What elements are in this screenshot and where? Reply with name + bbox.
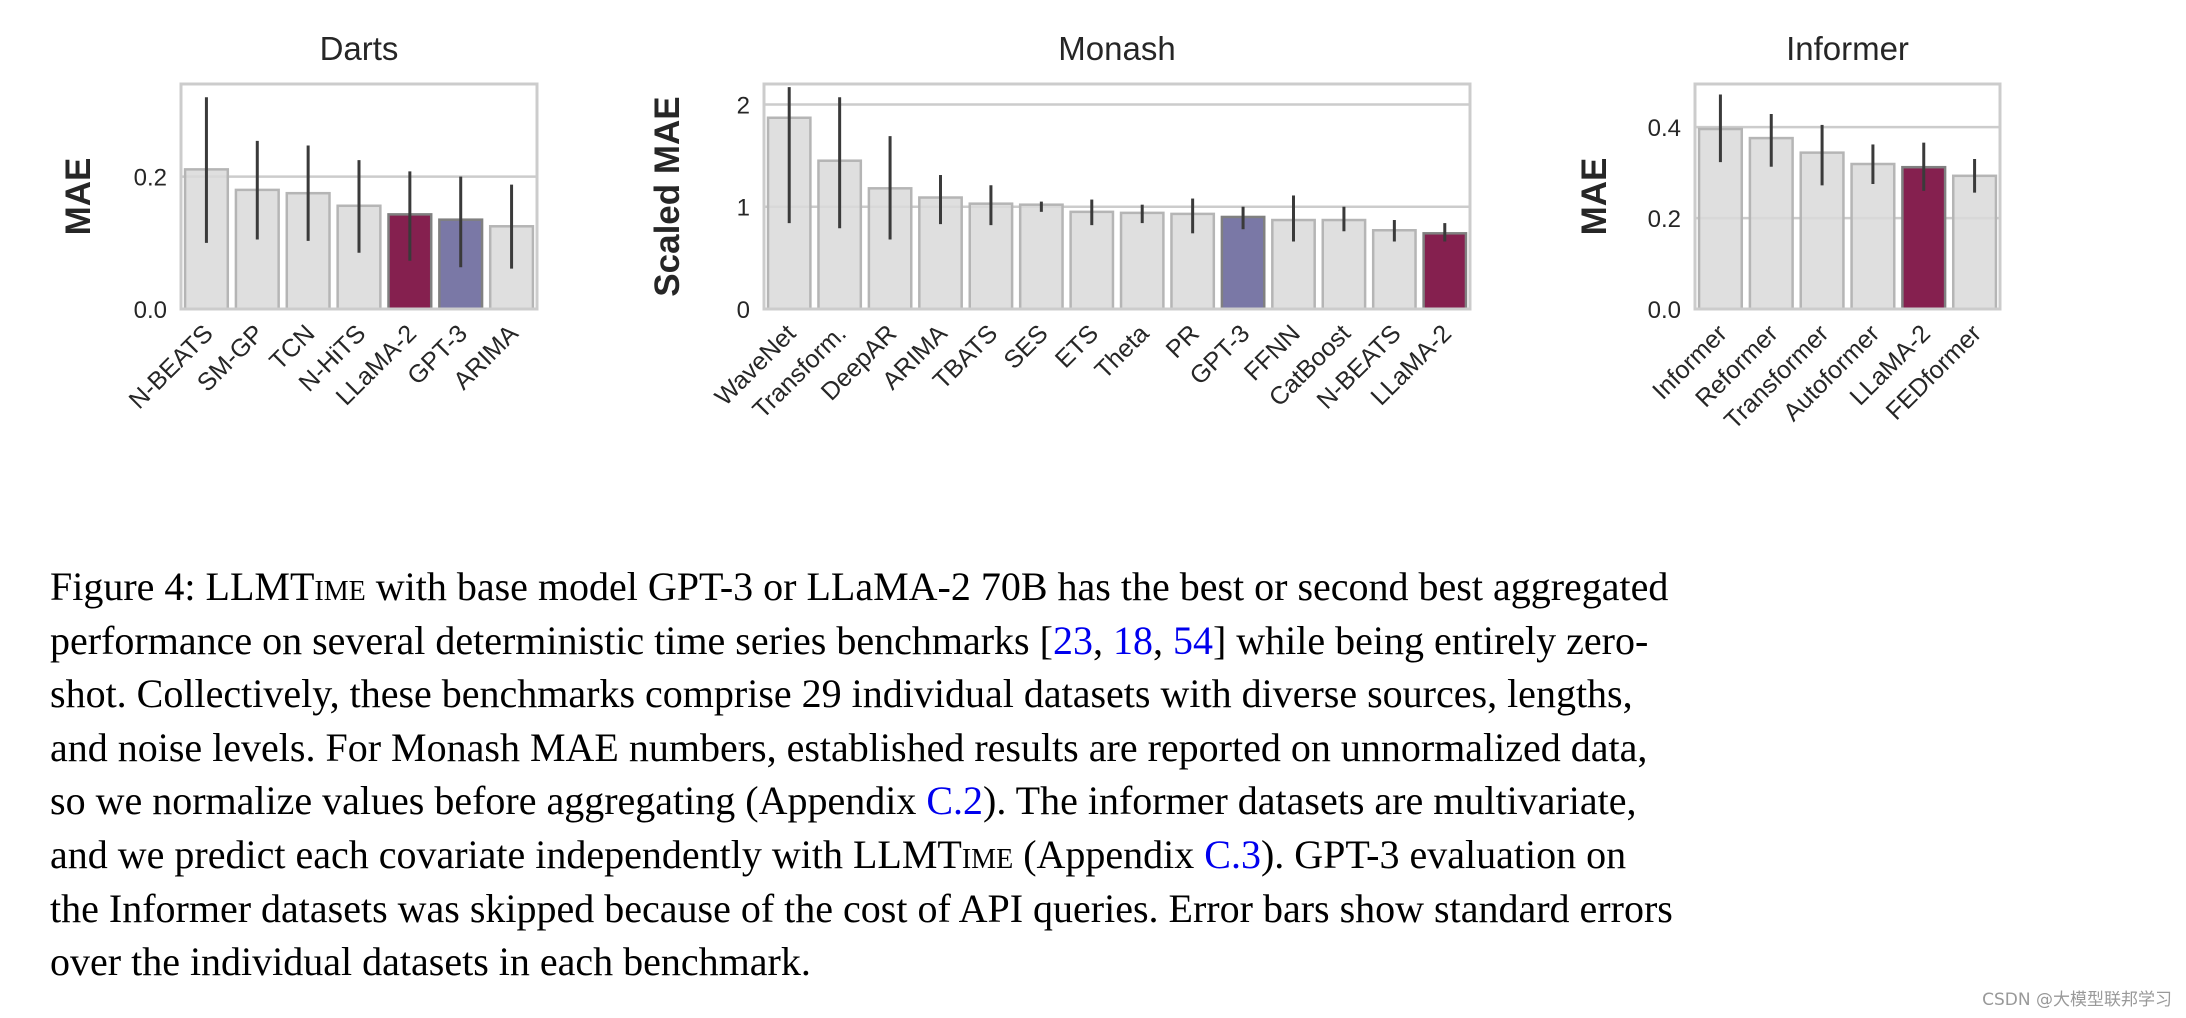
chart-title: Darts [320, 30, 399, 67]
y-tick-label: 2 [737, 92, 750, 119]
y-axis-label: MAE [1575, 158, 1614, 236]
axes-frame [1693, 82, 2002, 311]
bar-n-beats [1371, 229, 1417, 311]
bar-catboost [1321, 218, 1367, 311]
axes-frame [179, 82, 539, 311]
bar-autoformer [1850, 162, 1896, 311]
caption-text: the Informer datasets was skipped becaus… [50, 885, 1673, 931]
caption-line: so we normalize values before aggregatin… [50, 774, 2150, 828]
caption-text: ). GPT-3 evaluation on [1260, 831, 1627, 877]
caption-line: shot. Collectively, these benchmarks com… [50, 667, 2150, 721]
bar-ses [1018, 203, 1064, 311]
y-tick-label: 0.2 [1648, 206, 1681, 233]
caption-text: performance on several deterministic tim… [50, 617, 1053, 663]
bar-gpt-3 [1220, 215, 1266, 311]
bar-ets [1069, 210, 1115, 311]
y-tick-label: 0.0 [1648, 297, 1681, 324]
bar-llama-2 [1422, 232, 1468, 311]
chart-title: Informer [1786, 30, 1909, 67]
y-tick-label: 0.2 [134, 165, 167, 192]
bar-tbats [968, 202, 1014, 311]
y-tick-label: 0 [737, 297, 750, 324]
chart-darts: DartsMAE0.00.2N-BEATSSM-GPTCNN-HiTSLLaMA… [59, 30, 539, 415]
figure-charts: DartsMAE0.00.2N-BEATSSM-GPTCNN-HiTSLLaMA… [59, 30, 2002, 435]
y-tick-label: 0.0 [134, 297, 167, 324]
caption-text: Figure 4: LLMT [50, 564, 315, 609]
chart-title: Monash [1058, 30, 1175, 67]
citation-link[interactable]: 23 [1052, 617, 1093, 663]
x-tick-label: SES [998, 319, 1053, 374]
caption-text: over the individual datasets in each ben… [50, 939, 811, 985]
caption-text: so we normalize values before aggregatin… [50, 778, 927, 824]
citation-link[interactable]: C.2 [926, 778, 984, 824]
caption-text: , [1092, 617, 1113, 663]
caption-text: (Appendix [1013, 831, 1205, 877]
chart-informer: InformerMAE0.00.20.4InformerReformerTran… [1575, 30, 2002, 435]
caption-text: with base model GPT-3 or LLaMA-2 70B has… [365, 564, 1669, 609]
bar-informer [1697, 127, 1744, 311]
citation-link[interactable]: 18 [1112, 617, 1153, 663]
caption-line: and noise levels. For Monash MAE numbers… [50, 721, 2150, 775]
caption-text: ime [314, 564, 366, 609]
citation-link[interactable]: C.3 [1204, 831, 1261, 877]
caption-text: ime [961, 831, 1014, 877]
y-axis-label: MAE [59, 158, 98, 236]
caption-line: and we predict each covariate independen… [50, 828, 2150, 882]
y-tick-label: 1 [737, 195, 750, 222]
y-tick-label: 0.4 [1648, 115, 1681, 142]
citation-link[interactable]: 54 [1172, 617, 1213, 663]
caption-line: the Informer datasets was skipped becaus… [50, 882, 2150, 936]
bar-fedformer [1951, 174, 1998, 311]
caption-text: and noise levels. For Monash MAE numbers… [50, 724, 1648, 770]
figure-caption: Figure 4: LLMTime with base model GPT-3 … [50, 560, 2150, 989]
caption-line: over the individual datasets in each ben… [50, 935, 2150, 989]
bar-theta [1119, 211, 1165, 311]
axes-frame [762, 82, 1472, 311]
caption-text: ] while being entirely zero- [1212, 617, 1649, 663]
bar-llama-2 [1901, 165, 1947, 311]
caption-line: Figure 4: LLMTime with base model GPT-3 … [50, 560, 2150, 614]
caption-text: and we predict each covariate independen… [50, 831, 962, 877]
caption-text: ). The informer datasets are multivariat… [983, 778, 1637, 824]
caption-text: , [1152, 617, 1173, 663]
caption-text: shot. Collectively, these benchmarks com… [50, 671, 1633, 717]
y-axis-label: Scaled MAE [648, 96, 687, 296]
x-tick-label: Theta [1089, 319, 1154, 384]
watermark: CSDN @大模型联邦学习 [1982, 990, 2172, 1010]
caption-line: performance on several deterministic tim… [50, 614, 2150, 668]
